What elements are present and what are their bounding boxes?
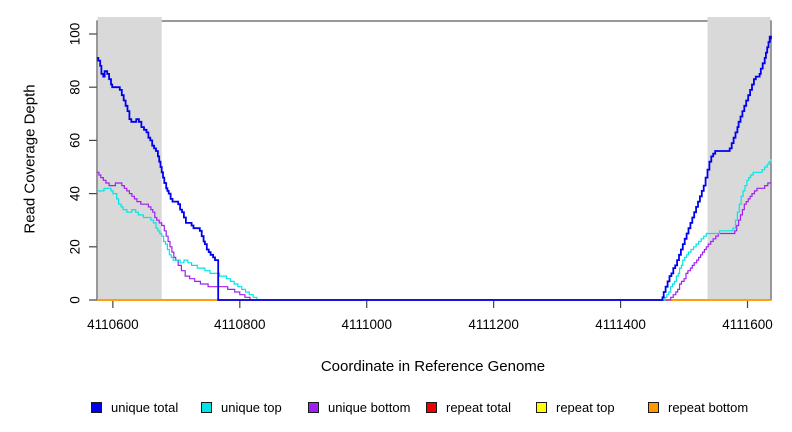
series-line-unique-total [97, 35, 772, 301]
x-tick-label: 4110600 [87, 317, 139, 332]
y-tick-label: 80 [68, 80, 83, 95]
x-tick-label: 4110800 [214, 317, 266, 332]
y-tick-label: 100 [68, 23, 83, 46]
legend-label: repeat bottom [668, 399, 749, 415]
legend-label: repeat top [556, 399, 615, 415]
legend-item-unique-bottom: unique bottom [308, 398, 410, 416]
legend-item-repeat-bottom: repeat bottom [648, 398, 748, 416]
legend-swatch-icon [91, 401, 102, 413]
shaded-region [97, 17, 162, 300]
legend-swatch-icon [536, 401, 547, 413]
legend-label: unique total [111, 399, 179, 415]
y-tick-label: 20 [68, 239, 83, 254]
x-tick-label: 4111000 [341, 317, 392, 332]
y-axis-title: Read Coverage Depth [21, 84, 39, 234]
shaded-region [707, 17, 771, 300]
legend-item-repeat-top: repeat top [536, 398, 615, 416]
x-tick-label: 4111600 [722, 317, 773, 332]
series-line-unique-top [97, 159, 772, 301]
legend-label: unique bottom [328, 399, 411, 415]
y-tick-label: 0 [68, 296, 83, 304]
y-tick-label: 40 [68, 186, 83, 201]
x-tick-label: 4111200 [468, 317, 519, 332]
legend-swatch-icon [201, 401, 212, 413]
legend-label: unique top [221, 399, 282, 415]
chart-legend: unique total unique top unique bottom repea… [0, 398, 792, 418]
y-tick-label: 60 [68, 133, 83, 148]
legend-swatch-icon [426, 401, 437, 413]
x-axis-title: Coordinate in Reference Genome [320, 358, 546, 375]
x-tick-label: 4111400 [595, 317, 646, 332]
legend-item-unique-top: unique top [201, 398, 282, 416]
legend-item-repeat-total: repeat total [426, 398, 511, 416]
series-line-unique-bottom [97, 171, 771, 301]
plot-box [96, 20, 772, 301]
legend-label: repeat total [446, 399, 512, 415]
legend-item-unique-total: unique total [91, 398, 178, 416]
legend-swatch-icon [308, 401, 319, 413]
legend-swatch-icon [648, 401, 659, 413]
